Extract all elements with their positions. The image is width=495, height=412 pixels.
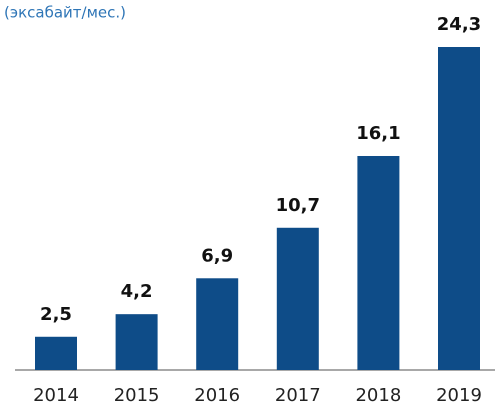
- bar: [35, 336, 77, 370]
- value-label: 24,3: [437, 14, 481, 35]
- bar: [438, 47, 480, 370]
- value-label: 10,7: [276, 195, 320, 216]
- value-label: 4,2: [121, 281, 153, 302]
- value-label: 6,9: [201, 245, 233, 266]
- x-tick-label: 2014: [33, 385, 79, 406]
- value-label: 16,1: [356, 123, 400, 144]
- x-tick-label: 2019: [436, 385, 482, 406]
- value-label: 2,5: [40, 304, 72, 325]
- x-tick-label: 2017: [275, 385, 321, 406]
- bar: [196, 278, 239, 370]
- x-tick-label: 2016: [194, 385, 240, 406]
- bar: [357, 155, 400, 370]
- x-tick-label: 2015: [114, 385, 160, 406]
- bar: [115, 314, 158, 370]
- x-tick-label: 2018: [355, 385, 401, 406]
- chart-subtitle: (эксабайт/мес.): [4, 4, 126, 22]
- bar: [276, 227, 319, 370]
